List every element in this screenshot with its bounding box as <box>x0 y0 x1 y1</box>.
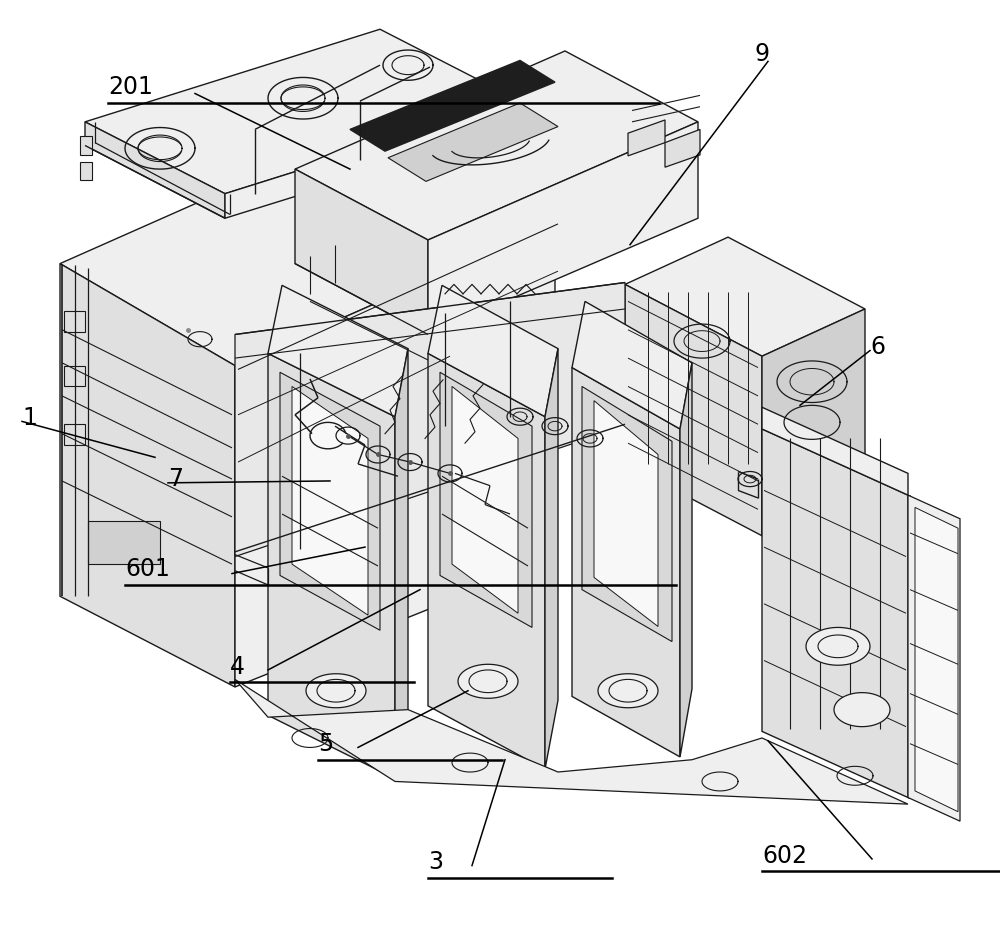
Polygon shape <box>908 496 960 821</box>
Polygon shape <box>680 363 692 757</box>
Polygon shape <box>268 354 395 779</box>
Polygon shape <box>628 121 665 157</box>
Polygon shape <box>594 401 658 627</box>
Polygon shape <box>350 61 555 152</box>
Polygon shape <box>388 104 558 182</box>
Polygon shape <box>572 368 680 757</box>
Polygon shape <box>625 238 865 357</box>
Polygon shape <box>428 286 558 417</box>
Text: 3: 3 <box>428 850 443 873</box>
Polygon shape <box>295 52 698 241</box>
Polygon shape <box>915 508 958 812</box>
Text: 602: 602 <box>762 843 807 867</box>
Polygon shape <box>545 349 558 769</box>
Polygon shape <box>306 674 366 708</box>
Text: 4: 4 <box>230 654 245 678</box>
Polygon shape <box>80 162 92 181</box>
Polygon shape <box>908 496 910 798</box>
Polygon shape <box>60 264 235 687</box>
Polygon shape <box>582 387 672 642</box>
Polygon shape <box>85 30 520 194</box>
Text: 1: 1 <box>22 406 37 430</box>
Polygon shape <box>395 349 408 779</box>
Polygon shape <box>762 310 865 587</box>
Polygon shape <box>80 137 92 156</box>
Polygon shape <box>834 693 890 727</box>
Polygon shape <box>440 373 532 628</box>
Polygon shape <box>428 123 698 335</box>
Polygon shape <box>64 425 85 446</box>
Polygon shape <box>292 387 368 615</box>
Polygon shape <box>280 373 380 631</box>
Polygon shape <box>60 123 555 366</box>
Polygon shape <box>665 130 700 168</box>
Polygon shape <box>268 286 408 417</box>
Polygon shape <box>625 285 762 536</box>
Polygon shape <box>64 312 85 332</box>
Polygon shape <box>85 123 225 219</box>
Polygon shape <box>235 283 625 557</box>
Text: 7: 7 <box>168 467 183 491</box>
Polygon shape <box>598 674 658 708</box>
Polygon shape <box>458 665 518 699</box>
Polygon shape <box>428 354 545 769</box>
Polygon shape <box>225 102 520 219</box>
Polygon shape <box>452 387 518 614</box>
Polygon shape <box>235 680 908 804</box>
Text: 601: 601 <box>125 557 170 581</box>
Text: 6: 6 <box>870 335 885 359</box>
Text: 9: 9 <box>755 42 770 66</box>
Text: 201: 201 <box>108 76 153 99</box>
Polygon shape <box>806 628 870 666</box>
Polygon shape <box>88 521 160 565</box>
Polygon shape <box>295 170 428 335</box>
Polygon shape <box>572 302 692 430</box>
Polygon shape <box>762 430 908 798</box>
Text: 5: 5 <box>318 732 333 755</box>
Polygon shape <box>64 366 85 387</box>
Polygon shape <box>762 408 908 496</box>
Polygon shape <box>235 225 555 687</box>
